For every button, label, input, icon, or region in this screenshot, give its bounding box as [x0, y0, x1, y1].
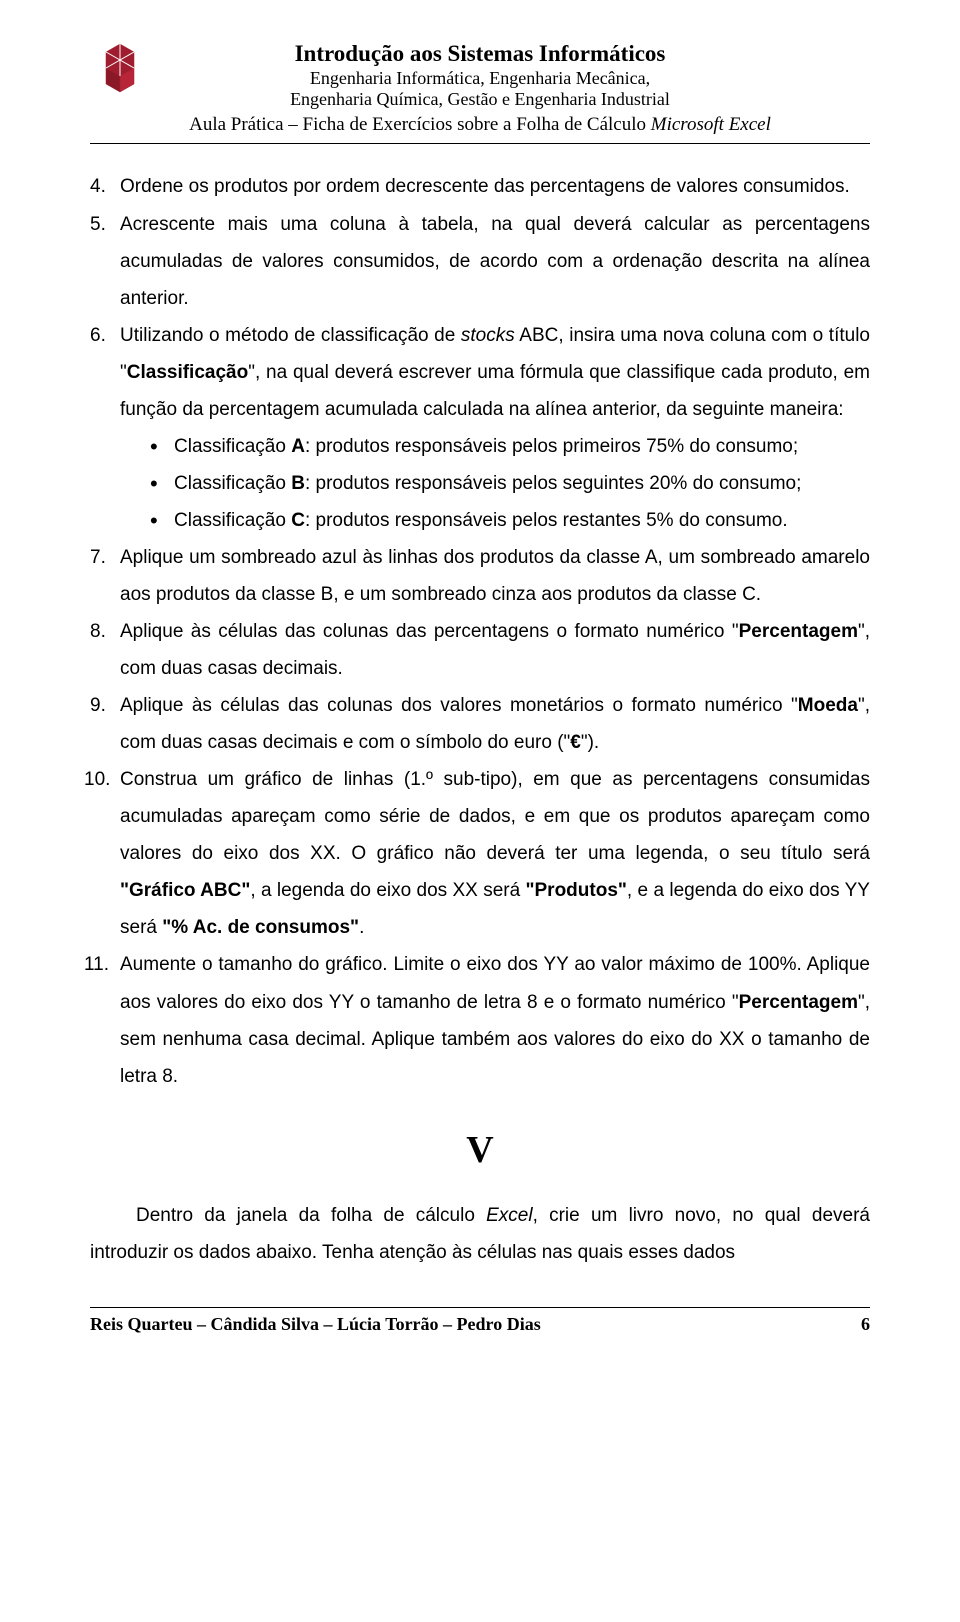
item-9-e: ").: [581, 732, 599, 753]
item-8-a: Aplique às células das colunas das perce…: [120, 621, 739, 642]
item-10-d: "Produtos": [526, 880, 627, 901]
bullet-b: Classificação B: produtos responsáveis p…: [150, 465, 870, 502]
bullet-b-3: : produtos responsáveis pelos seguintes …: [305, 473, 801, 494]
paragraph-b: Excel: [486, 1205, 532, 1226]
footer-page-number: 6: [861, 1314, 870, 1335]
page-title: Introdução aos Sistemas Informáticos: [90, 40, 870, 68]
bullet-c-1: Classificação: [174, 510, 291, 531]
bullet-a-3: : produtos responsáveis pelos primeiros …: [305, 436, 798, 457]
item-7-text: Aplique um sombreado azul às linhas dos …: [120, 547, 870, 605]
item-6-a: Utilizando o método de classificação de: [120, 325, 461, 346]
item-10-g: .: [359, 917, 364, 938]
header-subtitle-3a: Aula Prática – Ficha de Exercícios sobre…: [189, 114, 651, 135]
footer-authors: Reis Quarteu – Cândida Silva – Lúcia Tor…: [90, 1314, 541, 1335]
bullet-c-3: : produtos responsáveis pelos restantes …: [305, 510, 788, 531]
document-footer: Reis Quarteu – Cândida Silva – Lúcia Tor…: [90, 1307, 870, 1335]
bullet-a-1: Classificação: [174, 436, 291, 457]
paragraph-a: Dentro da janela da folha de cálculo: [136, 1205, 486, 1226]
item-8-b: Percentagem: [739, 621, 858, 642]
list-item-9: Aplique às células das colunas dos valor…: [90, 687, 870, 761]
list-item-5: Acrescente mais uma coluna à tabela, na …: [90, 206, 870, 317]
list-item-11: Aumente o tamanho do gráfico. Limite o e…: [90, 946, 870, 1094]
list-item-6: Utilizando o método de classificação de …: [90, 317, 870, 539]
header-subtitle-2: Engenharia Química, Gestão e Engenharia …: [90, 89, 870, 111]
list-item-10: Construa um gráfico de linhas (1.º sub-t…: [90, 761, 870, 946]
bullet-a: Classificação A: produtos responsáveis p…: [150, 428, 870, 465]
item-6-d: Classificação: [127, 362, 248, 383]
item-5-text: Acrescente mais uma coluna à tabela, na …: [120, 214, 870, 309]
item-4-text: Ordene os produtos por ordem decrescente…: [120, 176, 850, 197]
document-body: Ordene os produtos por ordem decrescente…: [90, 168, 870, 1270]
list-item-8: Aplique às células das colunas das perce…: [90, 613, 870, 687]
item-11-b: Percentagem: [739, 992, 858, 1013]
list-item-4: Ordene os produtos por ordem decrescente…: [90, 168, 870, 205]
item-6-b: stocks: [461, 325, 515, 346]
item-9-a: Aplique às células das colunas dos valor…: [120, 695, 798, 716]
item-10-c: , a legenda do eixo dos XX será: [250, 880, 525, 901]
item-10-f: "% Ac. de consumos": [162, 917, 359, 938]
item-9-d: €: [570, 732, 581, 753]
bullet-b-2: B: [291, 473, 305, 494]
header-subtitle-1: Engenharia Informática, Engenharia Mecân…: [90, 68, 870, 90]
logo-icon: [90, 40, 150, 100]
header-subtitle-3: Aula Prática – Ficha de Exercícios sobre…: [90, 113, 870, 138]
item-9-b: Moeda: [798, 695, 858, 716]
header-subtitle-3b: Microsoft Excel: [651, 114, 771, 135]
list-item-7: Aplique um sombreado azul às linhas dos …: [90, 539, 870, 613]
bullet-c-2: C: [291, 510, 305, 531]
section-heading-v: V: [90, 1113, 870, 1187]
item-10-a: Construa um gráfico de linhas (1.º sub-t…: [120, 769, 870, 864]
bullet-a-2: A: [291, 436, 305, 457]
paragraph-v: Dentro da janela da folha de cálculo Exc…: [90, 1197, 870, 1271]
bullet-list: Classificação A: produtos responsáveis p…: [120, 428, 870, 539]
bullet-b-1: Classificação: [174, 473, 291, 494]
bullet-c: Classificação C: produtos responsáveis p…: [150, 502, 870, 539]
document-header: Introdução aos Sistemas Informáticos Eng…: [90, 40, 870, 144]
item-10-b: "Gráfico ABC": [120, 880, 250, 901]
